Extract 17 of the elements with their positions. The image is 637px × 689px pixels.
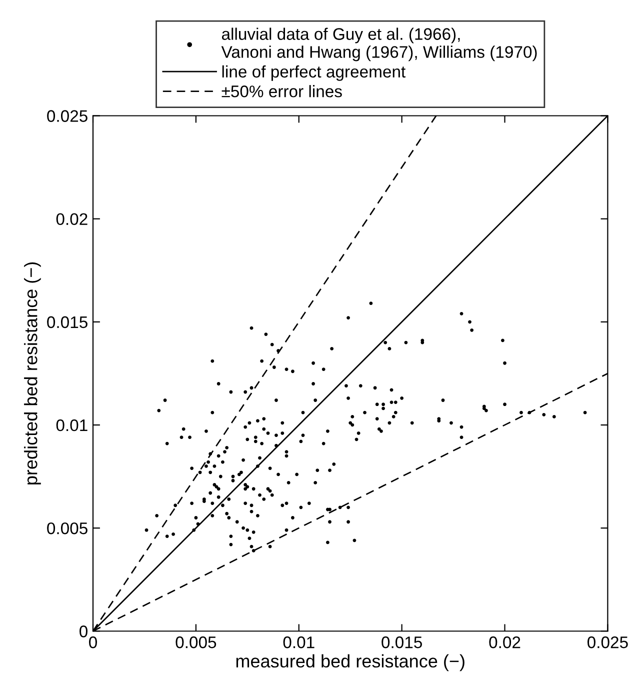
y-tick-label: 0.02 — [56, 213, 88, 226]
y-tick-label: 0.025 — [47, 110, 88, 122]
y-axis-title: predicted bed resistance (−) — [24, 262, 41, 484]
x-tick-label: 0 — [89, 636, 97, 648]
x-tick-label: 0.005 — [176, 636, 216, 648]
y-tick-label: 0 — [80, 626, 88, 638]
x-tick-label: 0.015 — [382, 636, 422, 648]
y-tick-label: 0.005 — [47, 522, 88, 534]
x-tick-label: 0.025 — [587, 636, 628, 648]
x-tick-label: 0.02 — [489, 636, 520, 648]
legend-label: alluvial data of Guy et al. (1966), Vanoni and Hwang (1967), Williams (1970) — [221, 28, 537, 62]
y-tick-label: 0.015 — [47, 316, 88, 328]
x-axis-title: measured bed resistance (−) — [236, 654, 464, 672]
legend-label: line of perfect agreement — [222, 65, 406, 81]
legend-label: ±50% error lines — [222, 85, 342, 98]
x-tick-label: 0.01 — [283, 636, 314, 648]
y-tick-label: 0.01 — [56, 419, 88, 432]
